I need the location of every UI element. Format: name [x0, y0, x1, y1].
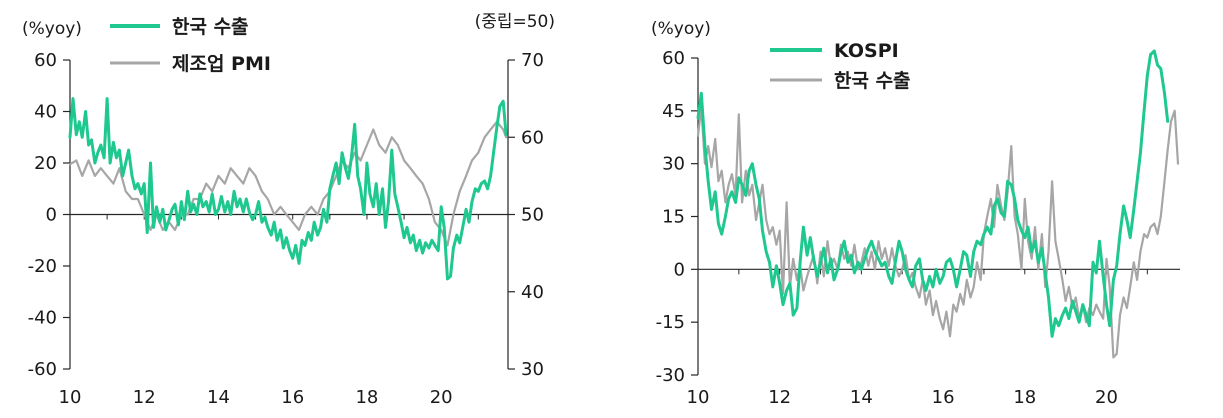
left-chart-ylabel-right: (중립=50): [475, 12, 555, 32]
left-chart: (%yoy) (중립=50) 한국 수출 제조업 PMI 60 40 20 0 -20 -…: [22, 12, 555, 408]
right-xtick-label: 12: [768, 387, 791, 408]
left-xtick-label: 12: [133, 387, 156, 408]
left-ytick-left-label: 0: [46, 205, 57, 226]
left-xtick-label: 18: [355, 387, 378, 408]
right-chart-ylabel-left: (%yoy): [651, 19, 711, 39]
right-ytick-left-label: 60: [662, 48, 685, 69]
right-ytick-left-label: 45: [662, 101, 685, 122]
right-xtick-label: 14: [850, 387, 873, 408]
left-ytick-left-label: -40: [28, 308, 57, 329]
right-ytick-left-label: 30: [662, 154, 685, 175]
left-ytick-left-label: 40: [34, 102, 57, 123]
left-xtick-label: 20: [430, 387, 453, 408]
right-ytick-left-label: 15: [662, 207, 685, 228]
right-ytick-left-label: -30: [656, 365, 685, 386]
left-ytick-right-label: 30: [521, 359, 544, 380]
left-legend-label-1: 한국 수출: [172, 16, 249, 38]
right-ytick-left-label: 0: [674, 259, 685, 280]
right-xtick-label: 16: [932, 387, 955, 408]
right-chart-series: [696, 49, 1180, 359]
left-xtick-label: 14: [207, 387, 230, 408]
right-series-line-1: [696, 49, 1170, 338]
left-xtick-label: 10: [59, 387, 82, 408]
right-chart-legend: KOSPI 한국 수출: [770, 40, 911, 92]
left-chart-ylabel-left: (%yoy): [22, 19, 82, 39]
left-series-line-2: [68, 120, 508, 247]
right-legend-label-1: KOSPI: [834, 40, 899, 62]
right-ytick-left-label: -15: [656, 312, 685, 333]
right-xtick-label: 18: [1013, 387, 1036, 408]
left-chart-axes: 60 40 20 0 -20 -40 -60 70 60 50 40 30 10 12 14 16 18 20: [28, 50, 544, 408]
left-ytick-left-label: -60: [28, 359, 57, 380]
left-ytick-right-label: 70: [521, 50, 544, 71]
left-ytick-right-label: 60: [521, 127, 544, 148]
right-xtick-label: 10: [687, 387, 710, 408]
right-legend-label-2: 한국 수출: [834, 70, 911, 92]
right-series-line-2: [696, 106, 1180, 359]
right-xtick-label: 20: [1095, 387, 1118, 408]
left-ytick-right-label: 40: [521, 282, 544, 303]
left-ytick-right-label: 50: [521, 205, 544, 226]
left-xtick-label: 16: [281, 387, 304, 408]
left-ytick-left-label: 20: [34, 153, 57, 174]
left-chart-legend: 한국 수출 제조업 PMI: [110, 16, 271, 75]
left-chart-series: [68, 97, 508, 281]
left-series-line-1: [68, 97, 508, 281]
left-ytick-left-label: 60: [34, 50, 57, 71]
left-legend-label-2: 제조업 PMI: [172, 53, 271, 75]
left-ytick-left-label: -20: [28, 256, 57, 277]
